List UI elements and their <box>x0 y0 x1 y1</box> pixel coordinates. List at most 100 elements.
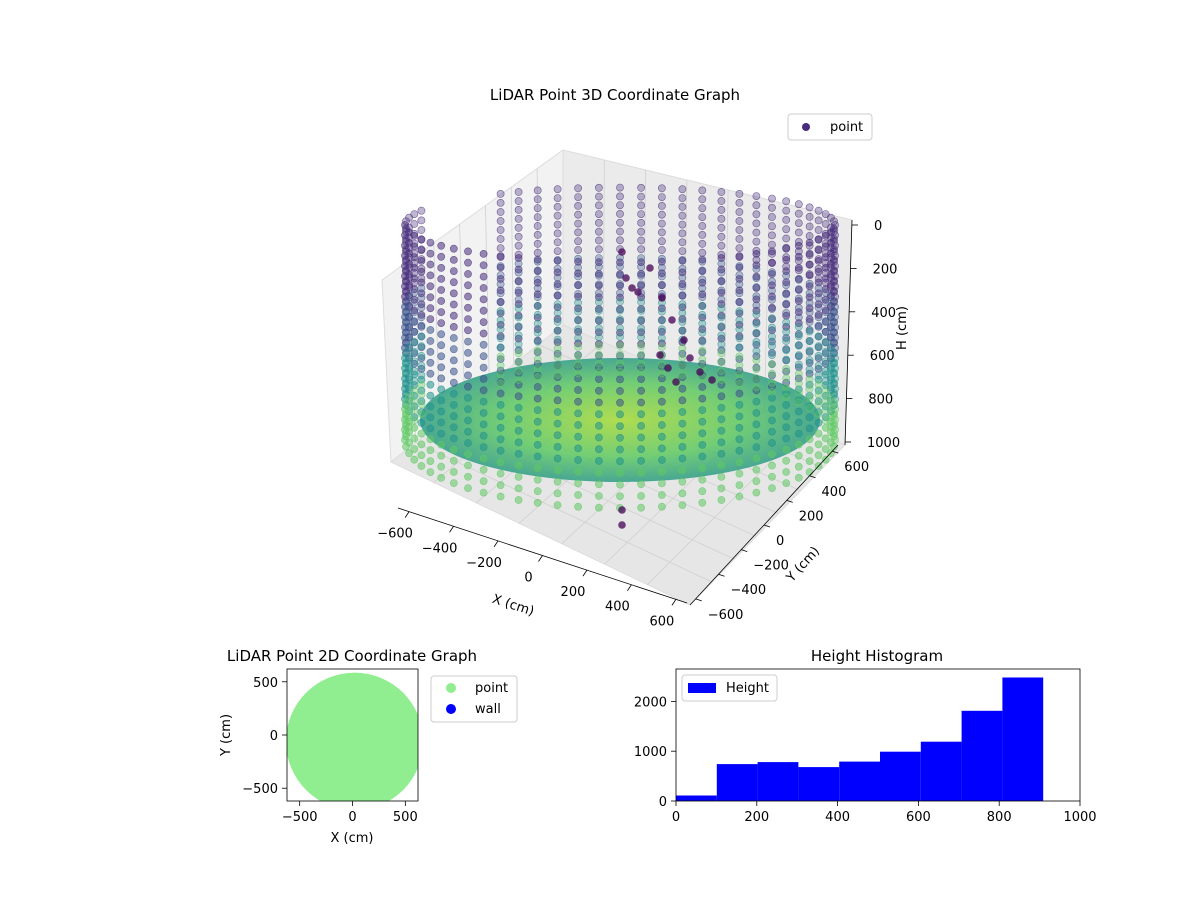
wall-point <box>794 266 803 275</box>
wall-point <box>830 348 838 357</box>
wall-point <box>616 433 624 442</box>
wall-point <box>410 377 419 385</box>
x-tick-label-2d: 0 <box>348 810 356 825</box>
x-tick-mark <box>671 599 677 606</box>
wall-point <box>514 322 523 331</box>
wall-point <box>437 330 446 339</box>
y-tick-mark <box>741 549 748 552</box>
wall-point <box>827 392 835 401</box>
wall-point <box>698 440 707 449</box>
wall-point <box>735 334 744 343</box>
wall-point <box>735 423 744 432</box>
wall-point <box>595 480 603 489</box>
wall-point <box>768 249 776 258</box>
wall-point <box>464 360 472 368</box>
wall-point <box>698 452 707 461</box>
wall-point <box>426 282 435 291</box>
wall-point <box>417 440 426 449</box>
wall-point <box>595 375 603 383</box>
wall-point <box>782 337 791 345</box>
wall-point <box>805 468 814 476</box>
wall-point <box>595 306 603 315</box>
wall-point <box>405 303 413 312</box>
wall-point <box>479 397 488 406</box>
z-tick-label: 1000 <box>867 436 900 451</box>
wall-point <box>496 361 505 370</box>
wall-point <box>496 355 505 363</box>
wall-point <box>426 315 435 323</box>
wall-point <box>437 418 446 427</box>
wall-point <box>735 469 744 478</box>
wall-point <box>782 281 791 289</box>
wall-point <box>794 341 803 350</box>
wall-point <box>595 183 603 192</box>
wall-point <box>717 304 726 313</box>
wall-point <box>814 364 823 373</box>
wall-point <box>449 345 458 354</box>
wall-point <box>426 424 435 433</box>
wall-point <box>782 290 791 299</box>
wall-point <box>417 332 426 341</box>
wall-point <box>616 480 624 489</box>
wall-point <box>637 342 645 350</box>
wall-point <box>595 218 603 227</box>
wall-point <box>574 272 582 281</box>
wall-point <box>410 434 419 443</box>
wall-point <box>678 442 687 451</box>
wall-point <box>553 362 562 370</box>
wall-point <box>698 284 707 293</box>
wall-point <box>410 406 419 415</box>
scatter-2d-chart: LiDAR Point 2D Coordinate Graph −500 0 500… <box>219 647 518 846</box>
wall-point <box>735 361 744 370</box>
wall-point <box>794 200 803 209</box>
wall-point <box>616 293 624 302</box>
wall-points <box>401 183 839 512</box>
wall-point <box>426 304 435 313</box>
x-tick-mark <box>404 511 410 518</box>
wall-point <box>496 217 505 225</box>
wall-point <box>717 277 726 286</box>
wall-point <box>794 228 803 237</box>
wall-point <box>658 281 666 290</box>
wall-point <box>616 457 624 466</box>
wall-point <box>574 369 582 378</box>
wall-point <box>496 198 505 207</box>
wall-point <box>553 442 562 451</box>
wall-point <box>658 219 666 228</box>
wall-point <box>752 454 761 463</box>
wall-point <box>417 380 426 389</box>
wall-point <box>637 359 645 368</box>
wall-point <box>821 434 830 443</box>
wall-point <box>735 226 744 234</box>
wall-point <box>533 195 542 204</box>
wall-point <box>426 293 435 302</box>
wall-point <box>616 332 624 341</box>
wall-point <box>794 462 803 471</box>
wall-point <box>717 288 726 297</box>
wall-point <box>449 267 458 275</box>
y-tick-label: 0 <box>776 534 784 549</box>
wall-point <box>553 338 562 347</box>
wall-point <box>678 185 687 194</box>
z-tick-label: 0 <box>874 219 882 234</box>
wall-point <box>464 427 472 436</box>
wall-point <box>782 278 791 287</box>
wall-point <box>479 340 488 349</box>
wall-point <box>496 298 505 307</box>
wall-point <box>574 184 582 193</box>
point-cloud-2d <box>287 672 418 801</box>
wall-point <box>437 297 446 305</box>
wall-point <box>805 298 814 307</box>
legend-histogram-swatch <box>688 683 716 693</box>
wall-point <box>595 262 603 271</box>
wall-point <box>496 253 505 261</box>
wall-point <box>658 246 666 254</box>
wall-point <box>553 477 562 486</box>
wall-point <box>417 390 426 399</box>
wall-point <box>496 400 505 409</box>
wall-point <box>574 246 582 254</box>
wall-point <box>821 327 830 336</box>
wall-point <box>698 417 707 426</box>
wall-point <box>717 197 726 205</box>
legend-3d: point <box>787 113 873 141</box>
